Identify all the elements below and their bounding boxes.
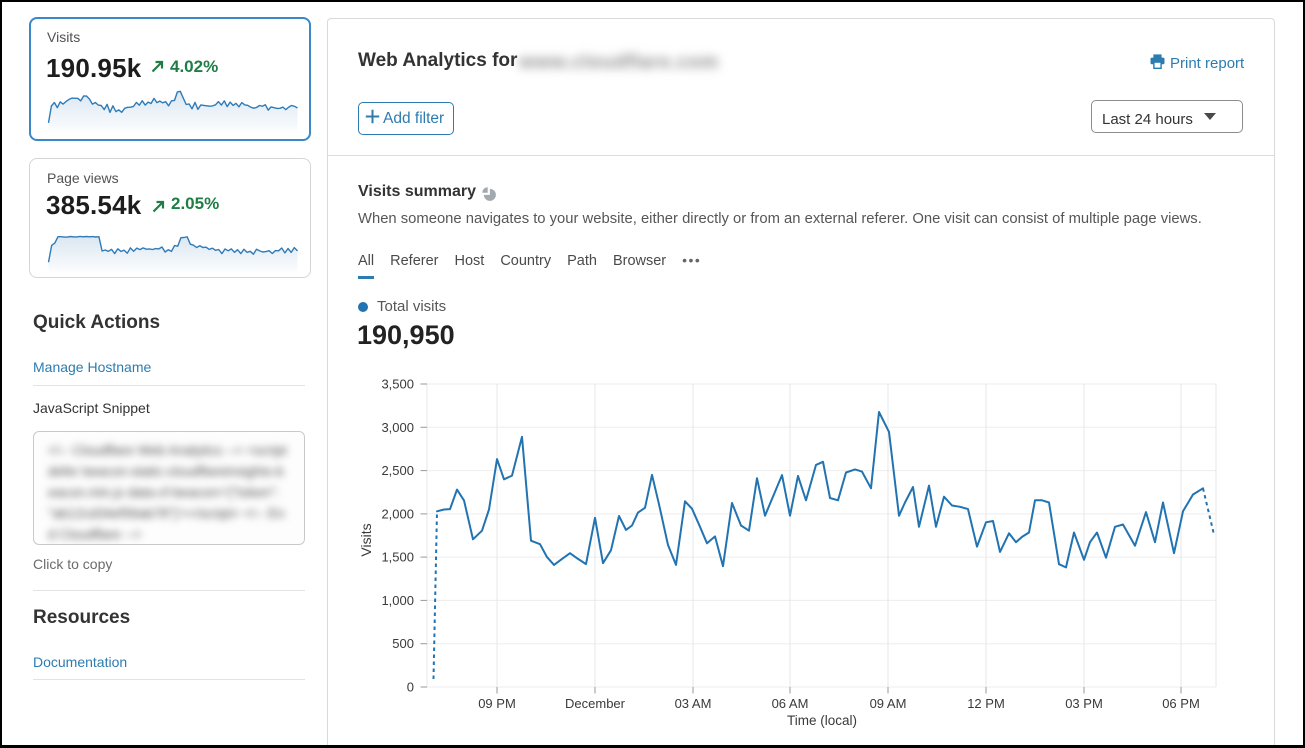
svg-text:500: 500 <box>392 636 414 651</box>
svg-text:0: 0 <box>407 680 414 695</box>
svg-text:Visits: Visits <box>358 523 374 556</box>
svg-text:03 PM: 03 PM <box>1065 696 1103 711</box>
svg-text:3,500: 3,500 <box>381 377 414 392</box>
svg-text:09 PM: 09 PM <box>478 696 516 711</box>
svg-text:3,000: 3,000 <box>381 420 414 435</box>
svg-text:December: December <box>565 696 626 711</box>
svg-text:1,500: 1,500 <box>381 550 414 565</box>
svg-text:2,000: 2,000 <box>381 506 414 521</box>
svg-text:06 AM: 06 AM <box>772 696 809 711</box>
svg-text:2,500: 2,500 <box>381 463 414 478</box>
svg-text:12 PM: 12 PM <box>967 696 1005 711</box>
svg-text:Time (local): Time (local) <box>787 713 857 728</box>
svg-text:09 AM: 09 AM <box>870 696 907 711</box>
svg-text:1,000: 1,000 <box>381 593 414 608</box>
svg-text:06 PM: 06 PM <box>1162 696 1200 711</box>
svg-text:03 AM: 03 AM <box>675 696 712 711</box>
